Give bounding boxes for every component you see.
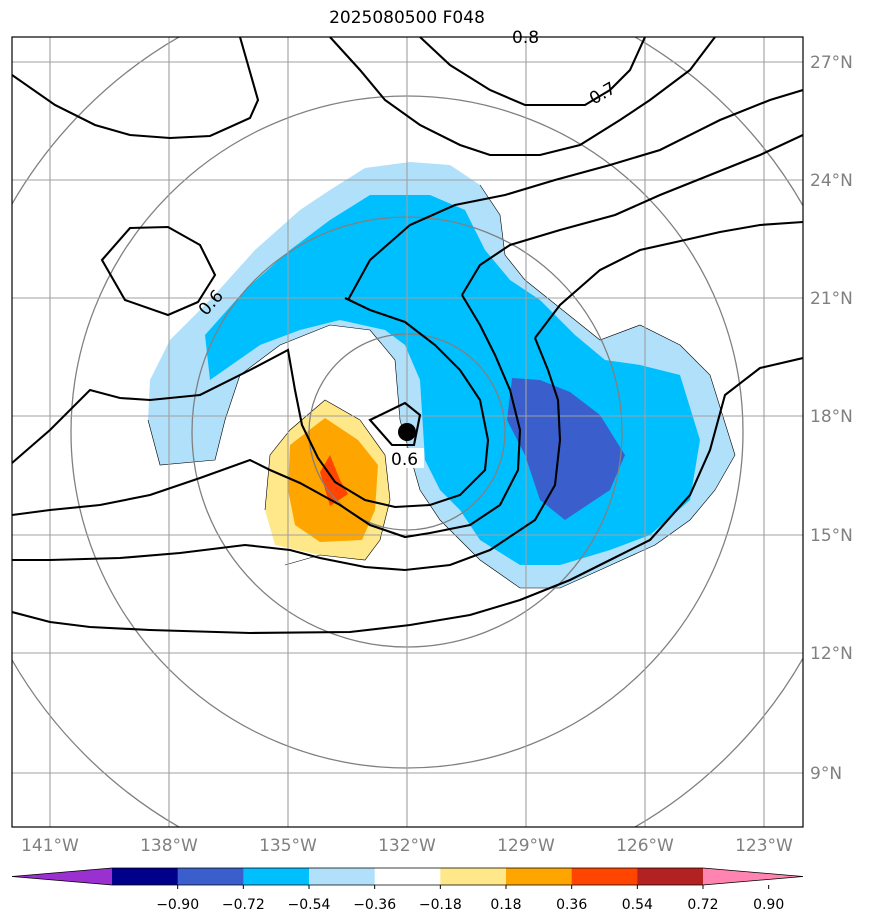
colorbar-segment bbox=[440, 868, 507, 885]
colorbar-tick-label: −0.90 bbox=[156, 897, 199, 913]
lon-tick-129W: 129°W bbox=[497, 836, 555, 856]
colorbar-segment bbox=[309, 868, 376, 885]
chart-title: 2025080500 F048 bbox=[329, 8, 485, 28]
lon-tick-123W: 123°W bbox=[735, 836, 793, 856]
colorbar-segment bbox=[177, 868, 244, 885]
colorbar-segment bbox=[374, 868, 441, 885]
contour-label-center: 0.6 bbox=[391, 450, 418, 470]
lat-tick-21N: 21°N bbox=[810, 289, 853, 309]
colorbar-tick-label: 0.36 bbox=[556, 897, 587, 913]
colorbar-tick-label: 0.72 bbox=[687, 897, 718, 913]
lat-tick-9N: 9°N bbox=[810, 764, 842, 784]
colorbar-segment bbox=[571, 868, 638, 885]
colorbar-tick-label: 0.90 bbox=[753, 897, 784, 913]
colorbar-tick-label: −0.54 bbox=[288, 897, 331, 913]
colorbar-outline bbox=[11, 867, 804, 886]
lon-tick-138W: 138°W bbox=[140, 836, 198, 856]
lat-tick-12N: 12°N bbox=[810, 644, 853, 664]
lon-tick-135W: 135°W bbox=[259, 836, 317, 856]
lon-axis: 141°W 138°W 135°W 132°W 129°W 126°W 123°… bbox=[21, 836, 793, 856]
colorbar-tick-label: −0.36 bbox=[353, 897, 396, 913]
colorbar-tick-label: 0.54 bbox=[622, 897, 653, 913]
lat-tick-24N: 24°N bbox=[810, 171, 853, 191]
colorbar-extend-low bbox=[12, 868, 112, 885]
colorbar-segment bbox=[637, 868, 704, 885]
contour-label-north: 0.7 bbox=[586, 78, 619, 109]
lon-tick-141W: 141°W bbox=[21, 836, 79, 856]
colorbar-tick-label: −0.18 bbox=[419, 897, 462, 913]
lat-axis: 27°N 24°N 21°N 18°N 15°N 12°N 9°N bbox=[810, 53, 853, 784]
colorbar-segment bbox=[243, 868, 310, 885]
lat-tick-18N: 18°N bbox=[810, 407, 853, 427]
colorbar-extend-high bbox=[703, 868, 803, 885]
colorbar-segment bbox=[506, 868, 573, 885]
contour-label-group: 0.6 0.6 0.7 0.8 bbox=[195, 28, 620, 470]
lon-tick-132W: 132°W bbox=[378, 836, 436, 856]
colorbar-tick-label: 0.18 bbox=[490, 897, 521, 913]
contour-label-top: 0.8 bbox=[512, 28, 539, 48]
lon-tick-126W: 126°W bbox=[616, 836, 674, 856]
storm-center-marker bbox=[398, 423, 416, 441]
colorbar: −0.90 −0.72 −0.54 −0.36 −0.18 0.18 0.36 0.54 0.7… bbox=[11, 867, 804, 913]
lat-tick-15N: 15°N bbox=[810, 526, 853, 546]
lat-tick-27N: 27°N bbox=[810, 53, 853, 73]
map-frame bbox=[11, 36, 804, 828]
negative-anomaly-strong bbox=[507, 378, 625, 520]
colorbar-segment bbox=[112, 868, 179, 885]
colorbar-tick-label: −0.72 bbox=[222, 897, 265, 913]
contour-lines bbox=[12, 37, 803, 635]
